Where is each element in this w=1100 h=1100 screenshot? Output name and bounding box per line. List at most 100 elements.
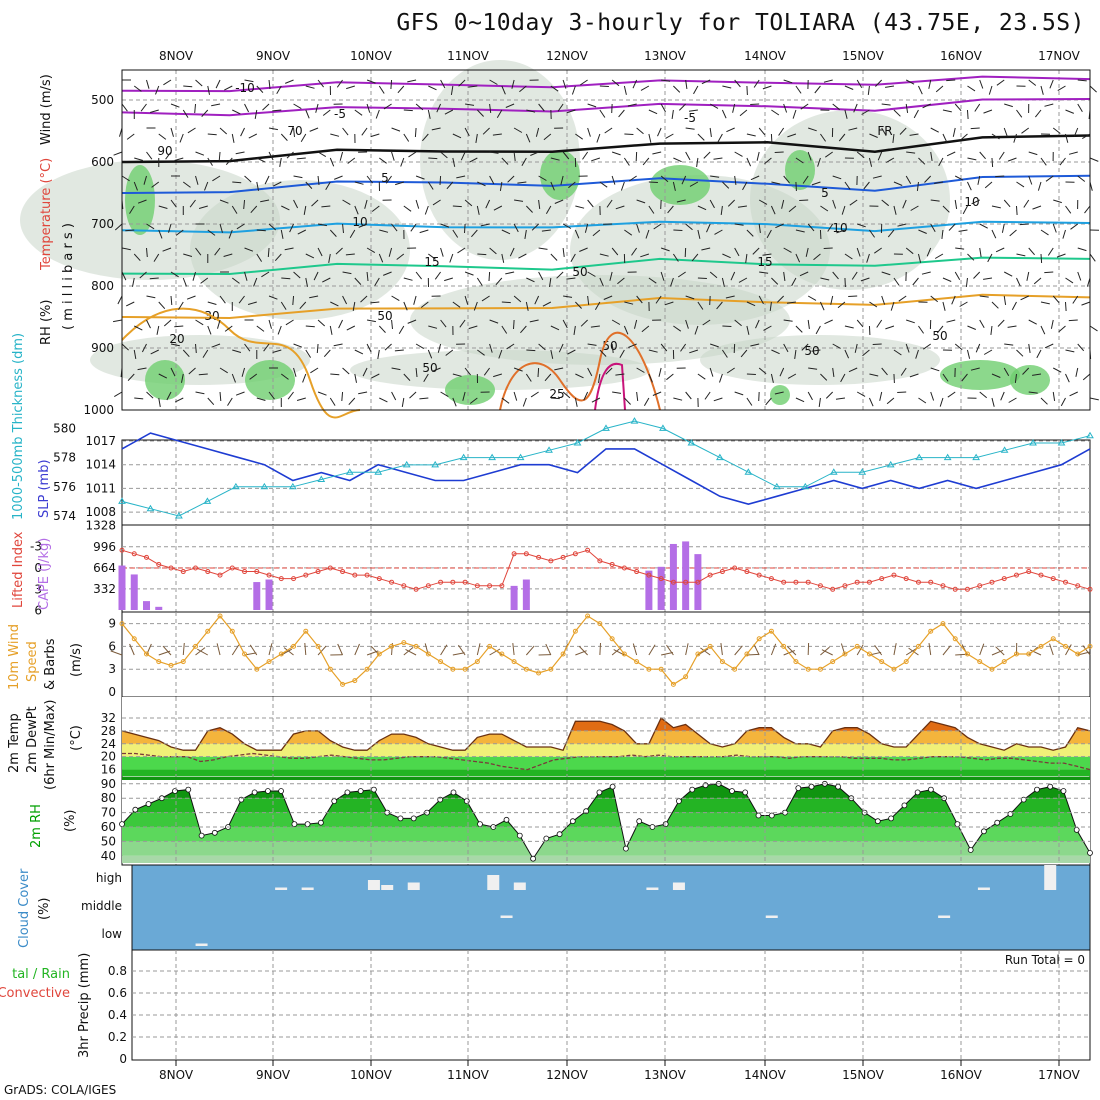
wind-barb bbox=[146, 295, 156, 299]
wind-barb bbox=[570, 253, 576, 263]
wind-barb bbox=[407, 319, 417, 324]
wind-barb bbox=[685, 391, 692, 400]
lifted-index-marker bbox=[768, 576, 774, 582]
wind-barb bbox=[717, 133, 723, 143]
wind-speed-marker bbox=[793, 659, 799, 665]
wind-barb bbox=[458, 79, 466, 87]
wind-barb bbox=[673, 157, 682, 163]
wind-barb bbox=[591, 157, 601, 162]
wind-barb bbox=[333, 343, 343, 347]
wind-barb bbox=[1065, 133, 1069, 143]
wind-barb bbox=[905, 247, 914, 255]
wind-barb bbox=[1028, 343, 1031, 353]
wind-barb bbox=[722, 325, 732, 327]
ylabel-wind: Wind (m/s) bbox=[39, 74, 54, 145]
lifted-index-marker bbox=[964, 586, 970, 592]
wind-barb bbox=[1035, 109, 1042, 118]
wind-speed-marker bbox=[278, 651, 284, 657]
wind-barb bbox=[483, 367, 490, 376]
wind-barb bbox=[721, 109, 727, 119]
wind-barb bbox=[653, 223, 662, 230]
rh-marker bbox=[662, 821, 669, 827]
wind-barb bbox=[219, 295, 226, 304]
wind-barb bbox=[1089, 397, 1099, 401]
wind-barb bbox=[991, 229, 997, 239]
wind-barb bbox=[623, 157, 630, 166]
wind-barb bbox=[293, 199, 299, 209]
rh-marker bbox=[1020, 796, 1027, 803]
wind-barb bbox=[1011, 301, 1017, 311]
rh-marker bbox=[410, 815, 417, 822]
wind-barb bbox=[489, 151, 499, 154]
ylabel-temp-d: (°C) bbox=[69, 725, 84, 751]
wind-barb bbox=[734, 247, 740, 257]
wind-barb bbox=[681, 175, 687, 185]
wind-barb bbox=[979, 79, 984, 89]
wind-speed-marker bbox=[1062, 643, 1068, 649]
wind-speed-marker bbox=[817, 666, 823, 672]
wind-barb bbox=[671, 109, 674, 119]
wind-barb bbox=[550, 253, 558, 261]
wind-barb bbox=[860, 277, 870, 282]
wind-barb bbox=[384, 343, 392, 351]
wind-speed-marker bbox=[315, 643, 321, 649]
wind-barb bbox=[322, 277, 331, 283]
wind-barb bbox=[660, 247, 670, 252]
wind-barb bbox=[403, 133, 410, 142]
wind-barb bbox=[631, 247, 638, 256]
wind-barb bbox=[427, 109, 431, 119]
wind-barb bbox=[195, 319, 204, 326]
wind-barb bbox=[303, 205, 307, 215]
wind-barb bbox=[268, 223, 277, 231]
wind-barb bbox=[918, 157, 926, 165]
wind-barb-10m bbox=[545, 643, 552, 656]
ylabel-thickness: 1000-500mb Thickness (dm) bbox=[11, 333, 26, 520]
wind-barb bbox=[554, 367, 564, 371]
wind-barb bbox=[409, 391, 417, 399]
wind-barb bbox=[1020, 295, 1029, 301]
ylabel-precip-b: Convective bbox=[0, 986, 70, 1001]
wind-barb bbox=[709, 271, 718, 279]
wind-barb bbox=[488, 271, 491, 282]
wind-barb-10m bbox=[489, 648, 501, 656]
wind-barb bbox=[415, 271, 422, 280]
wind-barb bbox=[379, 397, 388, 403]
wind-barb bbox=[997, 319, 1005, 327]
wind-barb bbox=[1064, 301, 1067, 312]
cape-bar bbox=[669, 543, 677, 610]
wind-barb bbox=[832, 271, 839, 280]
wind-barb bbox=[305, 109, 310, 119]
ytick-precip: 0.6 bbox=[108, 986, 127, 1000]
wind-barb bbox=[983, 109, 993, 114]
wind-barb bbox=[121, 343, 129, 351]
wind-barb bbox=[349, 229, 356, 238]
wind-barb bbox=[231, 373, 236, 383]
wind-barb bbox=[783, 175, 790, 184]
wind-barb bbox=[988, 85, 993, 95]
wind-barb bbox=[851, 271, 858, 280]
wind-barb bbox=[403, 205, 412, 212]
contour-label: -5 bbox=[334, 107, 346, 121]
wind-barb bbox=[495, 277, 503, 286]
ytick-wind: 3 bbox=[108, 662, 116, 676]
rh-high-shade bbox=[540, 150, 580, 200]
wind-barb bbox=[525, 133, 531, 143]
wind-barb bbox=[881, 271, 891, 276]
wind-barb bbox=[973, 271, 981, 279]
wind-barb bbox=[163, 319, 172, 327]
wind-barb bbox=[1040, 301, 1050, 305]
lifted-index-marker bbox=[744, 569, 750, 575]
ytick-li: 3 bbox=[34, 582, 42, 596]
ytick-slp: 1014 bbox=[85, 458, 116, 472]
wind-barb bbox=[456, 175, 466, 179]
wind-barb bbox=[370, 133, 380, 138]
wind-barb bbox=[428, 85, 437, 91]
wind-barb bbox=[844, 181, 851, 190]
wind-barb bbox=[1016, 109, 1023, 118]
wind-speed-marker bbox=[683, 674, 689, 680]
wind-speed-marker bbox=[1050, 636, 1056, 642]
cape-bar bbox=[253, 582, 261, 610]
x-tick-label-top: 16NOV bbox=[940, 49, 982, 63]
wind-barb bbox=[811, 181, 821, 186]
wind-barb bbox=[422, 133, 429, 142]
